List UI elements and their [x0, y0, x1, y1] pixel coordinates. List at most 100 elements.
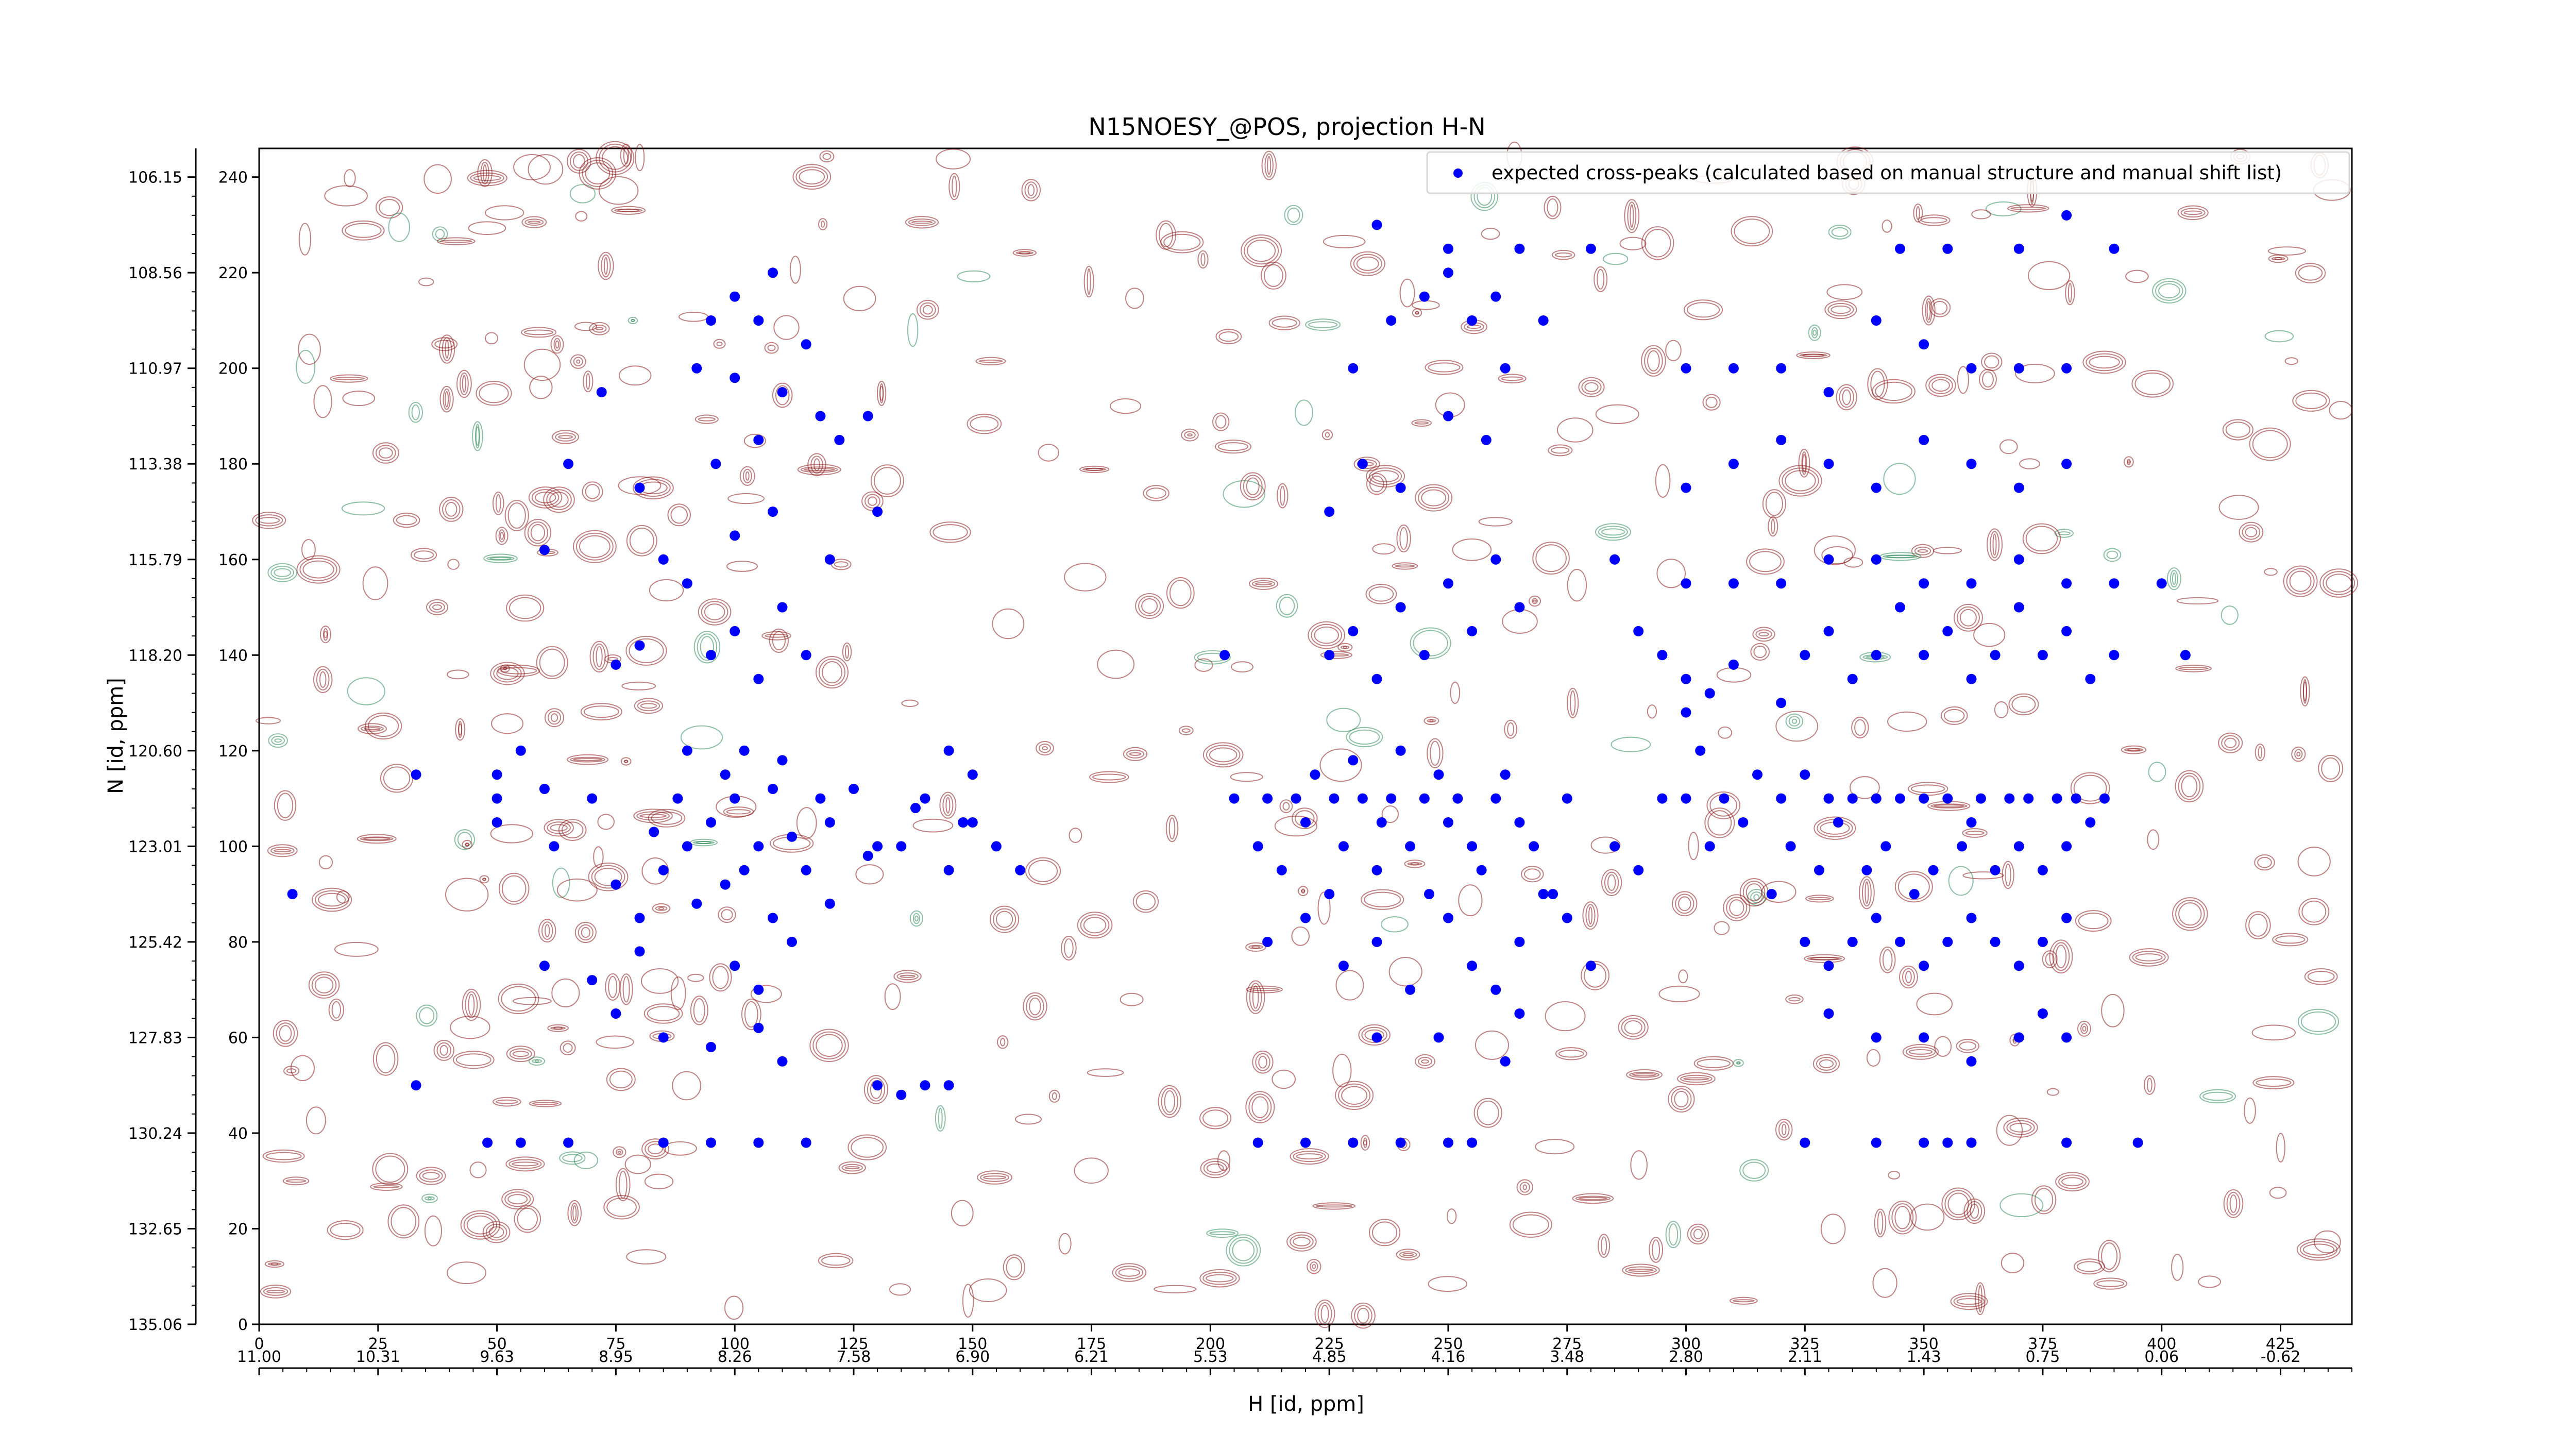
contour-ring — [1314, 1300, 1335, 1328]
contour-ring — [2015, 363, 2055, 383]
contour-ring — [1418, 486, 1450, 509]
contour-ring — [649, 579, 684, 602]
contour-ring — [314, 976, 334, 993]
contour-ring — [342, 220, 385, 241]
contour-ring — [1959, 609, 1977, 627]
contour-ring — [1982, 371, 1994, 388]
contour-ring — [2002, 861, 2014, 889]
contour-ring — [1746, 548, 1785, 575]
contour-ring — [1624, 1020, 1642, 1035]
contour-ring — [1578, 1197, 1608, 1200]
contour-ring — [1293, 1237, 1311, 1246]
contour-ring — [1202, 1271, 1237, 1285]
cross-peak-point — [720, 879, 731, 890]
contour-ring — [2075, 910, 2112, 932]
contour-ring — [496, 1099, 518, 1104]
contour-ring — [433, 1039, 454, 1061]
contour-ring — [893, 970, 922, 983]
contour-ring — [1736, 1061, 1741, 1065]
contour-ring — [1785, 470, 1816, 492]
cross-peak-point — [768, 913, 778, 923]
contour-ring — [581, 926, 590, 938]
cross-peak-point — [1871, 482, 1882, 493]
x-ppm-tick-label: 7.58 — [837, 1348, 871, 1366]
contour-ring — [1916, 992, 1953, 1016]
contour-ring — [527, 521, 549, 544]
contour-ring — [2134, 373, 2171, 395]
contour-ring — [491, 713, 524, 734]
cross-peak-point — [1490, 291, 1501, 302]
contour-ring — [439, 497, 464, 522]
contour-ring — [896, 972, 919, 981]
contour-ring — [1301, 889, 1306, 893]
contour-ring — [1693, 1228, 1703, 1240]
contour-ring — [1733, 1299, 1755, 1303]
contour-ring — [773, 315, 800, 340]
contour-ring — [373, 1185, 400, 1188]
contour-ring — [2269, 1187, 2287, 1199]
contour-ring — [2019, 458, 2040, 469]
contour-ring — [324, 185, 368, 207]
y-index-tick-label: 180 — [218, 456, 248, 474]
contour-ring — [876, 380, 887, 406]
contour-ring — [2152, 278, 2187, 304]
contour-ring — [1598, 1234, 1611, 1258]
contour-ring — [618, 476, 662, 495]
contour-ring — [2086, 353, 2123, 372]
contour-ring — [1907, 782, 1948, 796]
cross-peak-point — [1847, 936, 1858, 947]
contour-ring — [1686, 302, 1720, 318]
contour-ring — [472, 421, 483, 451]
contour-ring — [1644, 229, 1671, 258]
contour-ring — [867, 1077, 886, 1102]
cross-peak-point — [1443, 578, 1453, 589]
contour-ring — [2254, 854, 2275, 871]
contour-ring — [1357, 459, 1377, 469]
cross-peak-point — [1405, 841, 1416, 852]
contour-ring — [1218, 331, 1239, 342]
cross-peak-point — [2013, 243, 2024, 254]
contour-ring — [270, 565, 295, 580]
contour-ring — [1372, 470, 1399, 483]
cross-peak-point — [1861, 865, 1872, 875]
contour-ring — [1940, 706, 1968, 725]
contour-ring — [1584, 382, 1599, 392]
contour-ring — [868, 496, 877, 506]
contour-ring — [524, 218, 544, 226]
cross-peak-point — [1514, 243, 1525, 254]
contour-ring — [488, 1226, 504, 1238]
contour-ring — [1365, 584, 1397, 604]
contour-ring — [316, 668, 330, 690]
contour-ring — [1768, 516, 1778, 537]
contour-ring — [2098, 1240, 2121, 1273]
contour-ring — [693, 998, 705, 1023]
contour-ring — [814, 458, 820, 471]
contour-ring — [2147, 1077, 2153, 1092]
y-index-tick-label: 100 — [218, 838, 248, 856]
contour-ring — [1323, 234, 1366, 248]
cross-peak-point — [753, 984, 764, 995]
contour-ring — [579, 535, 611, 558]
contour-ring — [1251, 580, 1276, 587]
contour-ring — [2106, 550, 2119, 560]
contour-ring — [2101, 1242, 2118, 1270]
contour-ring — [1933, 547, 1962, 554]
contour-ring — [583, 705, 620, 718]
cross-peak-point — [1329, 793, 1340, 804]
contour-ring — [648, 1143, 663, 1155]
contour-ring — [1796, 351, 1831, 359]
cross-peak-point — [1942, 626, 1953, 636]
y-ppm-tick-label: 130.24 — [128, 1125, 182, 1143]
contour-ring — [2255, 744, 2265, 762]
contour-ring — [1647, 704, 1657, 719]
contour-ring — [1178, 726, 1194, 735]
contour-ring — [838, 1161, 866, 1174]
contour-ring — [559, 1151, 586, 1165]
contour-ring — [1752, 627, 1775, 642]
contour-ring — [2129, 948, 2169, 967]
contour-ring — [1368, 586, 1394, 602]
cross-peak-point — [1752, 769, 1762, 780]
cross-peak-point — [1823, 961, 1834, 971]
contour-ring — [424, 1215, 443, 1246]
contour-ring — [1804, 954, 1845, 963]
